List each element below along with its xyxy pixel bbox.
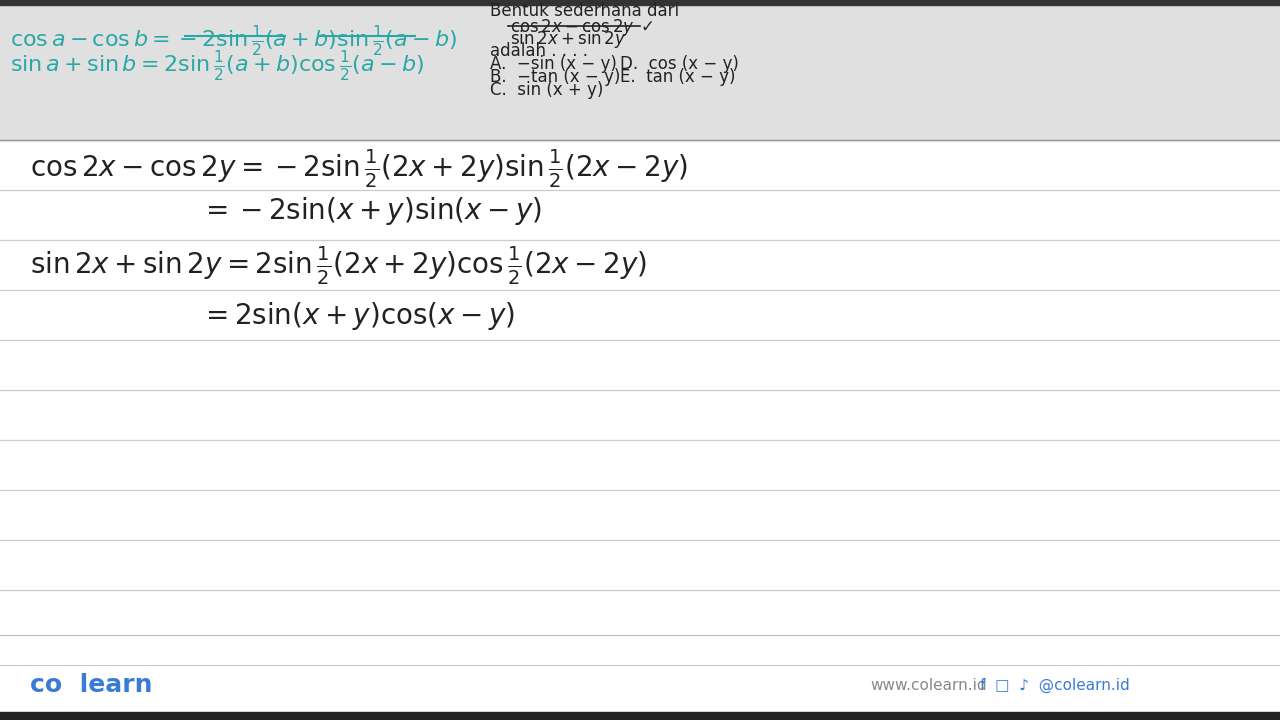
Text: A.  −sin (x − y): A. −sin (x − y) <box>490 55 617 73</box>
Text: $\cos 2x - \cos 2y$: $\cos 2x - \cos 2y$ <box>509 17 635 38</box>
Text: $\sin 2x + \sin 2y = 2\sin\frac{1}{2}(2x+2y)\cos\frac{1}{2}(2x-2y)$: $\sin 2x + \sin 2y = 2\sin\frac{1}{2}(2x… <box>29 245 646 287</box>
Text: $= -2\sin(x+y)\sin(x-y)$: $= -2\sin(x+y)\sin(x-y)$ <box>200 195 541 227</box>
Text: B.  −tan (x − y): B. −tan (x − y) <box>490 68 621 86</box>
Text: $\sin 2x + \sin 2y$: $\sin 2x + \sin 2y$ <box>509 28 626 50</box>
Text: E.  tan (x − y): E. tan (x − y) <box>620 68 736 86</box>
Text: $\cos 2x - \cos 2y = -2\sin\frac{1}{2}(2x+2y)\sin\frac{1}{2}(2x-2y)$: $\cos 2x - \cos 2y = -2\sin\frac{1}{2}(2… <box>29 148 687 190</box>
Text: $\cos a - \cos b = -2\sin\frac{1}{2}(a+b)\sin\frac{1}{2}(a-b)$: $\cos a - \cos b = -2\sin\frac{1}{2}(a+b… <box>10 23 457 58</box>
Text: $\checkmark$: $\checkmark$ <box>640 17 653 35</box>
Text: adalah . . . .: adalah . . . . <box>490 42 588 60</box>
Text: $= 2\sin(x+y)\cos(x-y)$: $= 2\sin(x+y)\cos(x-y)$ <box>200 300 515 332</box>
Text: D.  cos (x − y): D. cos (x − y) <box>620 55 739 73</box>
Text: co  learn: co learn <box>29 673 152 697</box>
Text: $\sin a + \sin b = 2\sin\frac{1}{2}(a+b)\cos\frac{1}{2}(a-b)$: $\sin a + \sin b = 2\sin\frac{1}{2}(a+b)… <box>10 48 425 83</box>
Text: f  □  ♪  @colearn.id: f □ ♪ @colearn.id <box>980 678 1130 693</box>
Text: C.  sin (x + y): C. sin (x + y) <box>490 81 603 99</box>
Text: Bentuk sederhana dari: Bentuk sederhana dari <box>490 2 680 20</box>
Text: www.colearn.id: www.colearn.id <box>870 678 987 693</box>
